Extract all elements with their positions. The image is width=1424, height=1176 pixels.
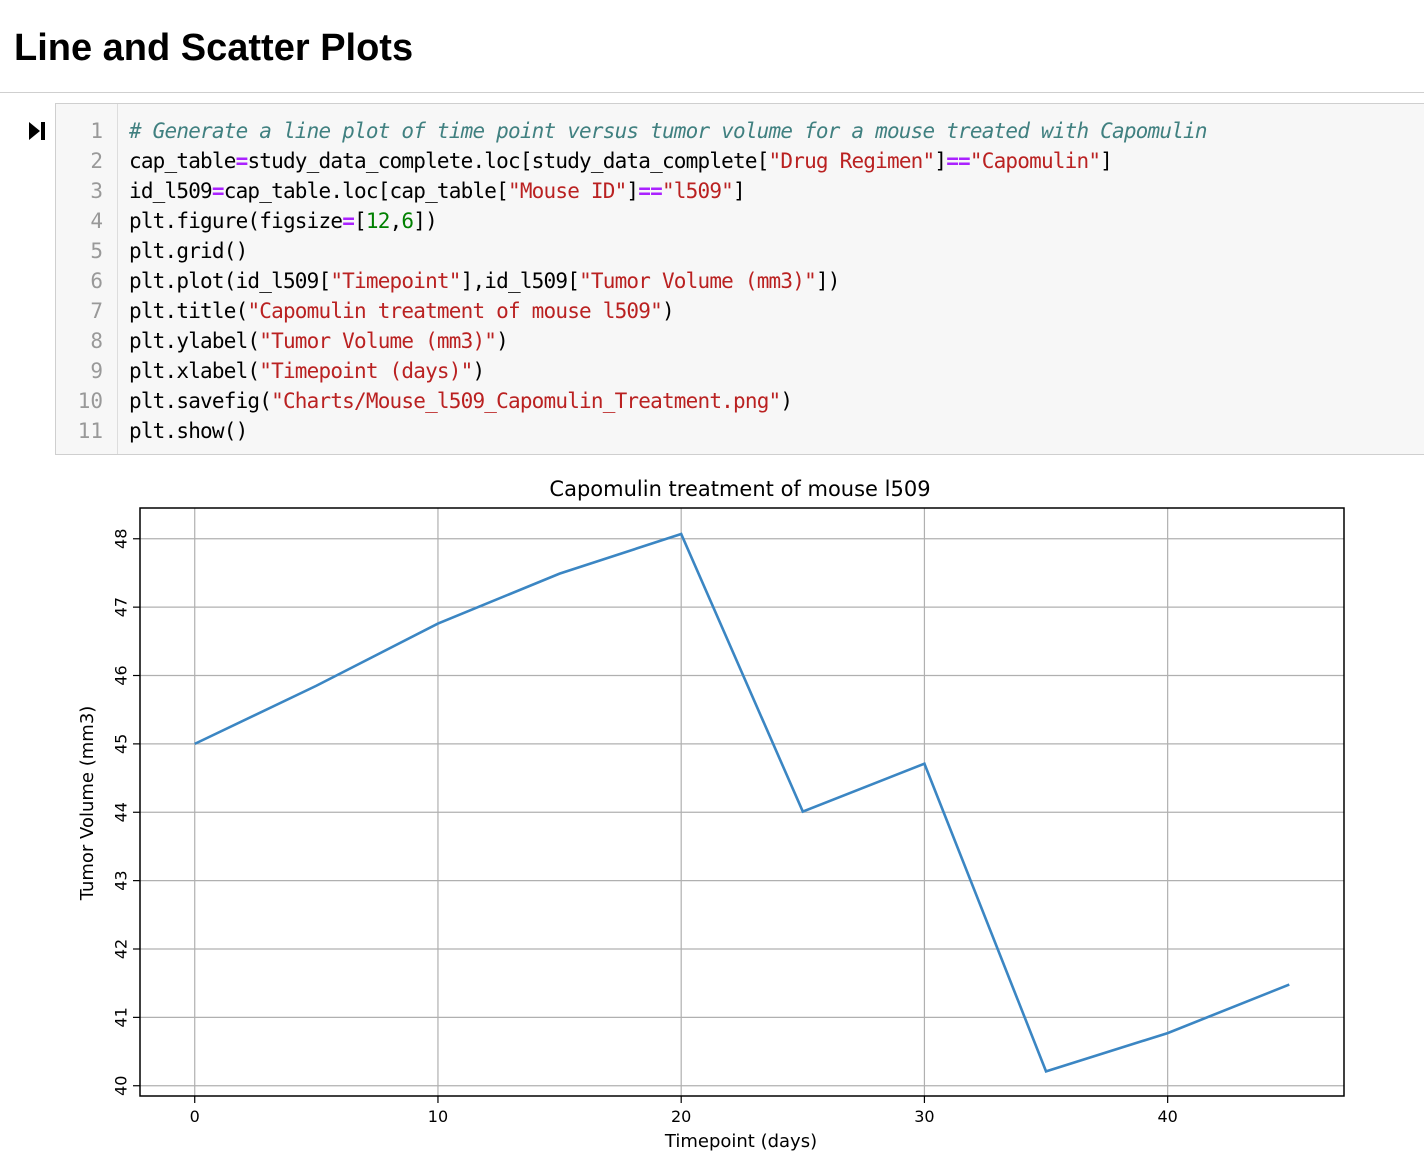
y-tick-label: 41 bbox=[112, 1007, 131, 1027]
code-token: "Capomulin" bbox=[969, 149, 1101, 173]
code-token: 12 bbox=[365, 209, 390, 233]
code-token: == bbox=[638, 179, 662, 203]
code-token: ]) bbox=[815, 269, 840, 293]
code-token: "Tumor Volume (mm3)" bbox=[579, 269, 817, 293]
code-line: cap_table=study_data_complete.loc[study_… bbox=[129, 146, 1113, 176]
line-number: 8 bbox=[90, 329, 103, 353]
code-token: = bbox=[211, 179, 225, 203]
line-number: 6 bbox=[90, 269, 103, 293]
line-number: 1 bbox=[90, 119, 103, 143]
code-token: "Capomulin treatment of mouse l509" bbox=[247, 299, 662, 323]
code-token: cap_table.loc[cap_table[ bbox=[223, 179, 509, 203]
x-axis-ticks: 0 10 20 30 40 bbox=[190, 1096, 1178, 1126]
code-token: ) bbox=[472, 359, 485, 383]
code-token: [ bbox=[354, 209, 367, 233]
code-token: plt.show() bbox=[129, 419, 248, 443]
code-token: plt.title( bbox=[129, 299, 248, 323]
y-tick-label: 48 bbox=[112, 529, 131, 549]
x-tick-label: 30 bbox=[914, 1107, 934, 1126]
code-token: ]) bbox=[413, 209, 437, 233]
data-points bbox=[194, 533, 1290, 1072]
code-token: "Drug Regimen" bbox=[768, 149, 936, 173]
code-token: ] bbox=[626, 179, 639, 203]
section-heading: Line and Scatter Plots bbox=[14, 27, 414, 69]
code-token: id_l509 bbox=[129, 179, 213, 203]
x-tick-label: 20 bbox=[671, 1107, 691, 1126]
code-token: ) bbox=[496, 329, 509, 353]
code-token: == bbox=[946, 149, 970, 173]
y-tick-label: 47 bbox=[112, 597, 131, 617]
code-token: "Mouse ID" bbox=[507, 179, 627, 203]
code-token: , bbox=[389, 209, 403, 233]
y-tick-label: 40 bbox=[112, 1076, 131, 1096]
code-token: plt.ylabel( bbox=[129, 329, 260, 353]
line-number: 5 bbox=[90, 239, 103, 263]
line-number: 11 bbox=[77, 419, 103, 443]
x-tick-label: 40 bbox=[1157, 1107, 1177, 1126]
line-number: 7 bbox=[90, 299, 103, 323]
grid bbox=[140, 508, 1344, 1096]
code-token: plt.savefig( bbox=[129, 389, 272, 413]
y-axis-label: Tumor Volume (mm3) bbox=[77, 706, 98, 902]
code-line: plt.plot(id_l509["Timepoint"],id_l509["T… bbox=[129, 266, 840, 296]
x-tick-label: 0 bbox=[190, 1107, 200, 1126]
y-tick-label: 42 bbox=[112, 939, 131, 959]
x-tick-label: 10 bbox=[428, 1107, 448, 1126]
code-line: plt.figure(figsize=[12,6]) bbox=[129, 206, 438, 236]
code-line: plt.title("Capomulin treatment of mouse … bbox=[129, 296, 675, 326]
line-number-gutter: 1 2 3 4 5 6 7 8 9 10 11 bbox=[56, 104, 118, 454]
plot-area bbox=[140, 508, 1344, 1096]
code-token: ) bbox=[661, 299, 675, 323]
code-line: plt.ylabel("Tumor Volume (mm3)") bbox=[129, 326, 509, 356]
code-token: plt.plot(id_l509[ bbox=[129, 269, 331, 293]
line-number: 10 bbox=[77, 389, 103, 413]
code-token: ] bbox=[1100, 149, 1113, 173]
code-token: ] bbox=[934, 149, 947, 173]
code-token: "Tumor Volume (mm3)" bbox=[259, 329, 497, 353]
line-number: 9 bbox=[90, 359, 103, 383]
line-chart: 40 41 42 43 44 45 46 47 48 0 10 20 30 40 Capomulin t… bbox=[77, 477, 1345, 1152]
code-token: ) bbox=[780, 389, 793, 413]
line-number: 4 bbox=[90, 209, 103, 233]
y-tick-label: 46 bbox=[112, 665, 131, 685]
code-token: 6 bbox=[401, 209, 414, 233]
x-axis-label: Timepoint (days) bbox=[664, 1131, 817, 1152]
y-tick-label: 45 bbox=[112, 734, 131, 754]
code-token: plt.grid() bbox=[129, 239, 248, 263]
code-token: "Timepoint (days)" bbox=[259, 359, 473, 383]
line-number: 3 bbox=[90, 179, 103, 203]
code-line: plt.savefig("Charts/Mouse_l509_Capomulin… bbox=[129, 386, 793, 416]
code-token: ],id_l509[ bbox=[460, 269, 580, 293]
code-token: plt.xlabel( bbox=[129, 359, 260, 383]
code-token: plt.figure(figsize bbox=[129, 209, 343, 233]
code-line: # Generate a line plot of time point ver… bbox=[129, 116, 1208, 146]
code-cell[interactable]: 1 2 3 4 5 6 7 8 9 10 11 # Generate a line plot of … bbox=[55, 103, 1424, 455]
code-token: "Timepoint" bbox=[330, 269, 461, 293]
line-number: 2 bbox=[90, 149, 103, 173]
code-token: "l509" bbox=[661, 179, 734, 203]
code-token: study_data_complete.loc[study_data_compl… bbox=[247, 149, 769, 173]
series-line bbox=[194, 532, 1290, 1073]
code-line: plt.xlabel("Timepoint (days)") bbox=[129, 356, 485, 386]
code-line: id_l509=cap_table.loc[cap_table["Mouse I… bbox=[129, 176, 746, 206]
chart-title: Capomulin treatment of mouse l509 bbox=[549, 477, 930, 501]
code-token: = bbox=[235, 149, 249, 173]
code-token: ] bbox=[733, 179, 746, 203]
code-token: # Generate a line plot of time point ver… bbox=[129, 119, 1208, 143]
code-token: cap_table bbox=[129, 149, 236, 173]
heading-divider bbox=[0, 92, 1424, 93]
code-token: "Charts/Mouse_l509_Capomulin_Treatment.p… bbox=[271, 389, 781, 413]
plot-frame bbox=[139, 507, 1345, 1097]
y-tick-label: 44 bbox=[112, 802, 131, 822]
code-token: = bbox=[342, 209, 355, 233]
y-tick-label: 43 bbox=[112, 870, 131, 890]
step-forward-icon[interactable] bbox=[27, 120, 47, 142]
code-line: plt.show() bbox=[129, 416, 248, 446]
code-line: plt.grid() bbox=[129, 236, 248, 266]
y-axis-ticks: 40 41 42 43 44 45 46 47 48 bbox=[112, 529, 140, 1096]
